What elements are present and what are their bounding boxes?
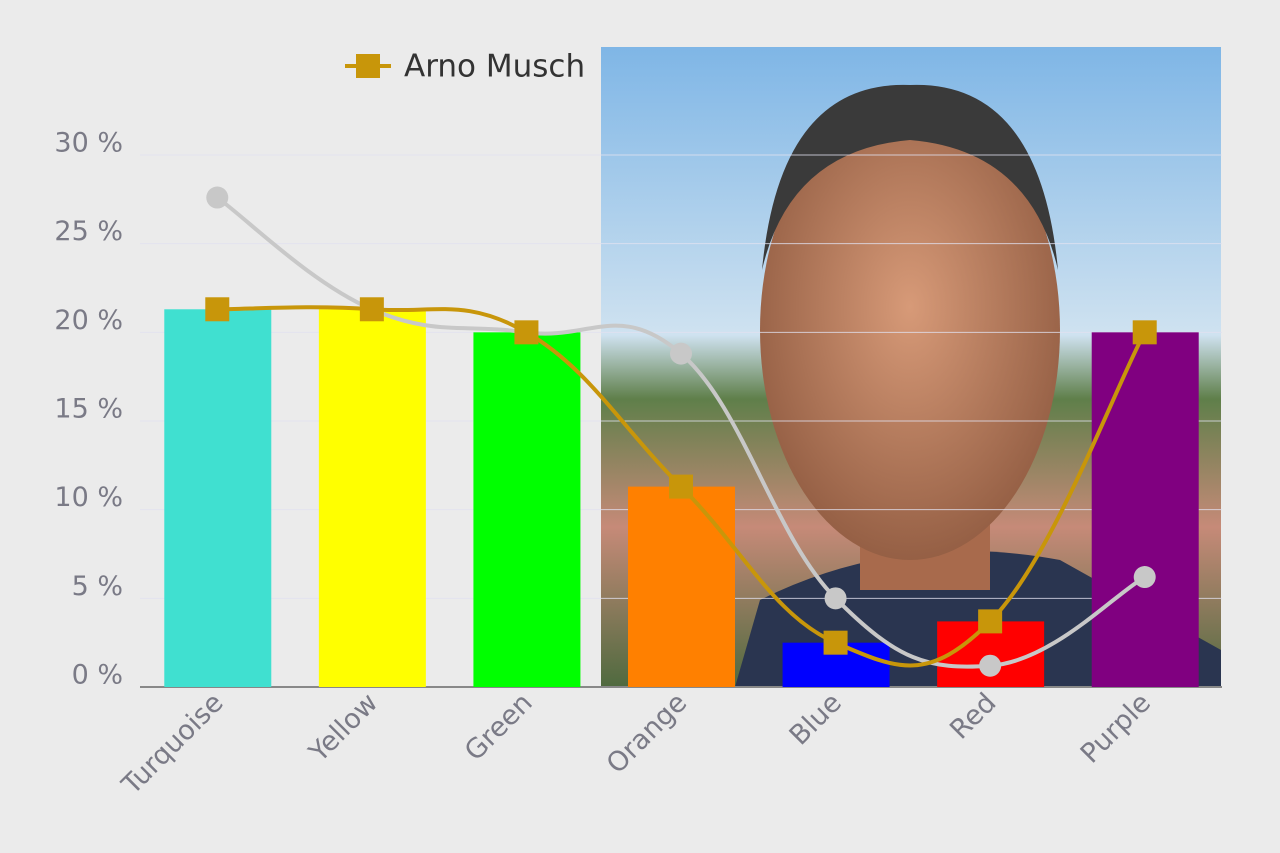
x-tick-label: Orange — [601, 687, 693, 779]
line-marker — [514, 320, 539, 345]
line-marker — [205, 297, 230, 322]
line-marker — [1133, 566, 1156, 589]
x-tick-label: Green — [459, 687, 539, 767]
x-tick-label: Yellow — [303, 687, 384, 768]
bar — [473, 332, 581, 687]
line-marker — [1132, 320, 1157, 345]
bar — [628, 486, 735, 687]
line-series — [217, 305, 1147, 668]
line-marker — [359, 297, 384, 322]
line-marker — [669, 474, 693, 499]
x-tick-label: Turquoise — [116, 687, 230, 801]
y-tick-label: 0 % — [72, 660, 123, 691]
y-tick-label: 15 % — [54, 394, 123, 425]
y-tick-label: 25 % — [54, 216, 123, 247]
x-tick-label: Purple — [1075, 687, 1157, 769]
y-tick-label: 5 % — [72, 571, 123, 602]
y-tick-label: 20 % — [54, 305, 123, 336]
legend-label: Arno Musch — [404, 49, 585, 85]
bar — [318, 309, 426, 687]
line-marker — [823, 630, 848, 655]
line-marker — [979, 654, 1002, 677]
line-marker — [978, 609, 1003, 634]
x-tick-label: Blue — [784, 687, 848, 751]
line-marker — [670, 342, 692, 365]
bar — [1091, 332, 1199, 687]
x-tick-label: Red — [944, 687, 1002, 745]
y-tick-label: 10 % — [54, 482, 123, 513]
line-marker — [824, 587, 847, 610]
y-tick-label: 30 % — [54, 128, 123, 159]
legend-marker — [356, 54, 380, 78]
line-marker — [206, 186, 229, 209]
bar — [164, 309, 272, 687]
